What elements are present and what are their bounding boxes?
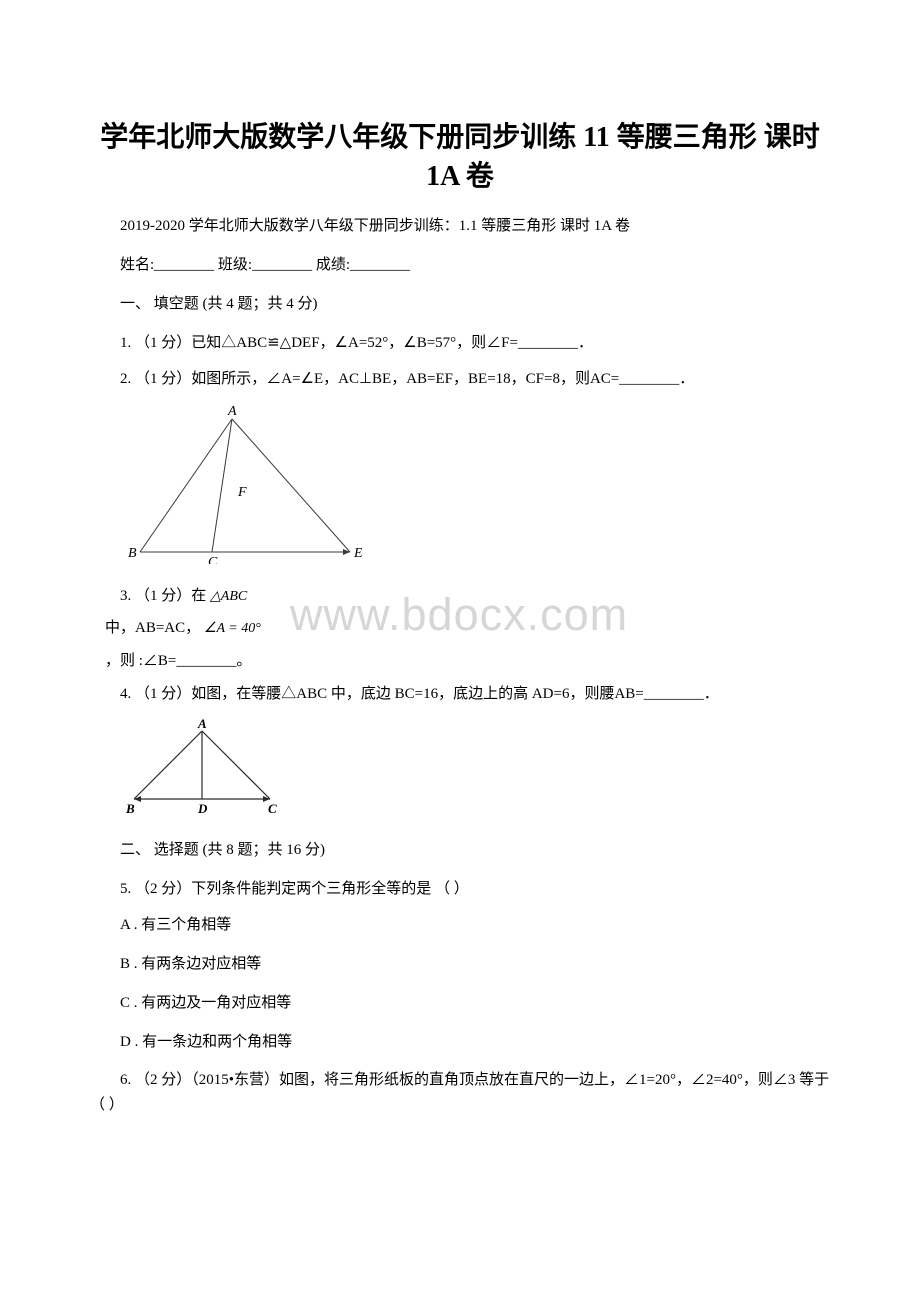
q5-option-b: B . 有两条边对应相等: [90, 952, 830, 977]
svg-text:B: B: [128, 546, 137, 561]
question-6: 6. （2 分）（2015•东营）如图，将三角形纸板的直角顶点放在直尺的一边上，…: [90, 1068, 830, 1118]
question-5: 5. （2 分）下列条件能判定两个三角形全等的是 （ ）: [90, 877, 830, 902]
svg-text:C: C: [208, 555, 218, 564]
svg-text:A: A: [197, 719, 207, 731]
svg-text:F: F: [237, 485, 247, 500]
q3-prefix: 3. （1 分）在: [120, 588, 206, 604]
subtitle: 2019-2020 学年北师大版数学八年级下册同步训练：1.1 等腰三角形 课时…: [90, 214, 830, 239]
svg-text:A: A: [227, 404, 237, 419]
q3-triangle: △ABC: [210, 589, 247, 604]
svg-text:E: E: [353, 546, 362, 561]
q5-option-a: A . 有三个角相等: [90, 913, 830, 938]
question-3-line3: ，则 :∠B=________。: [90, 649, 830, 674]
doc-title: 学年北师大版数学八年级下册同步训练 11 等腰三角形 课时 1A 卷: [90, 118, 830, 196]
figure-1: A B C E F: [122, 404, 830, 573]
student-info-line: 姓名:________ 班级:________ 成绩:________: [90, 253, 830, 278]
question-1: 1. （1 分）已知△ABC≌△DEF，∠A=52°，∠B=57°，则∠F=__…: [90, 331, 830, 356]
section1-header: 一、 填空题 (共 4 题；共 4 分): [90, 292, 830, 317]
question-2: 2. （1 分）如图所示，∠A=∠E，AC⊥BE，AB=EF，BE=18，CF=…: [90, 367, 830, 392]
question-3-line2: 中，AB=AC， ∠A = 40°: [90, 616, 830, 641]
figure-2: A B D C: [122, 719, 830, 828]
q5-option-c: C . 有两边及一角对应相等: [90, 991, 830, 1016]
question-4: 4. （1 分）如图，在等腰△ABC 中，底边 BC=16，底边上的高 AD=6…: [90, 682, 830, 707]
q3-mid: 中，AB=AC，: [105, 620, 200, 636]
q3-angle: ∠A = 40°: [204, 621, 261, 636]
question-3-line1: 3. （1 分）在 △ABC: [90, 584, 830, 609]
section2-header: 二、 选择题 (共 8 题；共 16 分): [90, 838, 830, 863]
svg-text:D: D: [197, 801, 208, 816]
svg-text:C: C: [268, 801, 277, 816]
svg-text:B: B: [125, 801, 135, 816]
q5-option-d: D . 有一条边和两个角相等: [90, 1030, 830, 1055]
